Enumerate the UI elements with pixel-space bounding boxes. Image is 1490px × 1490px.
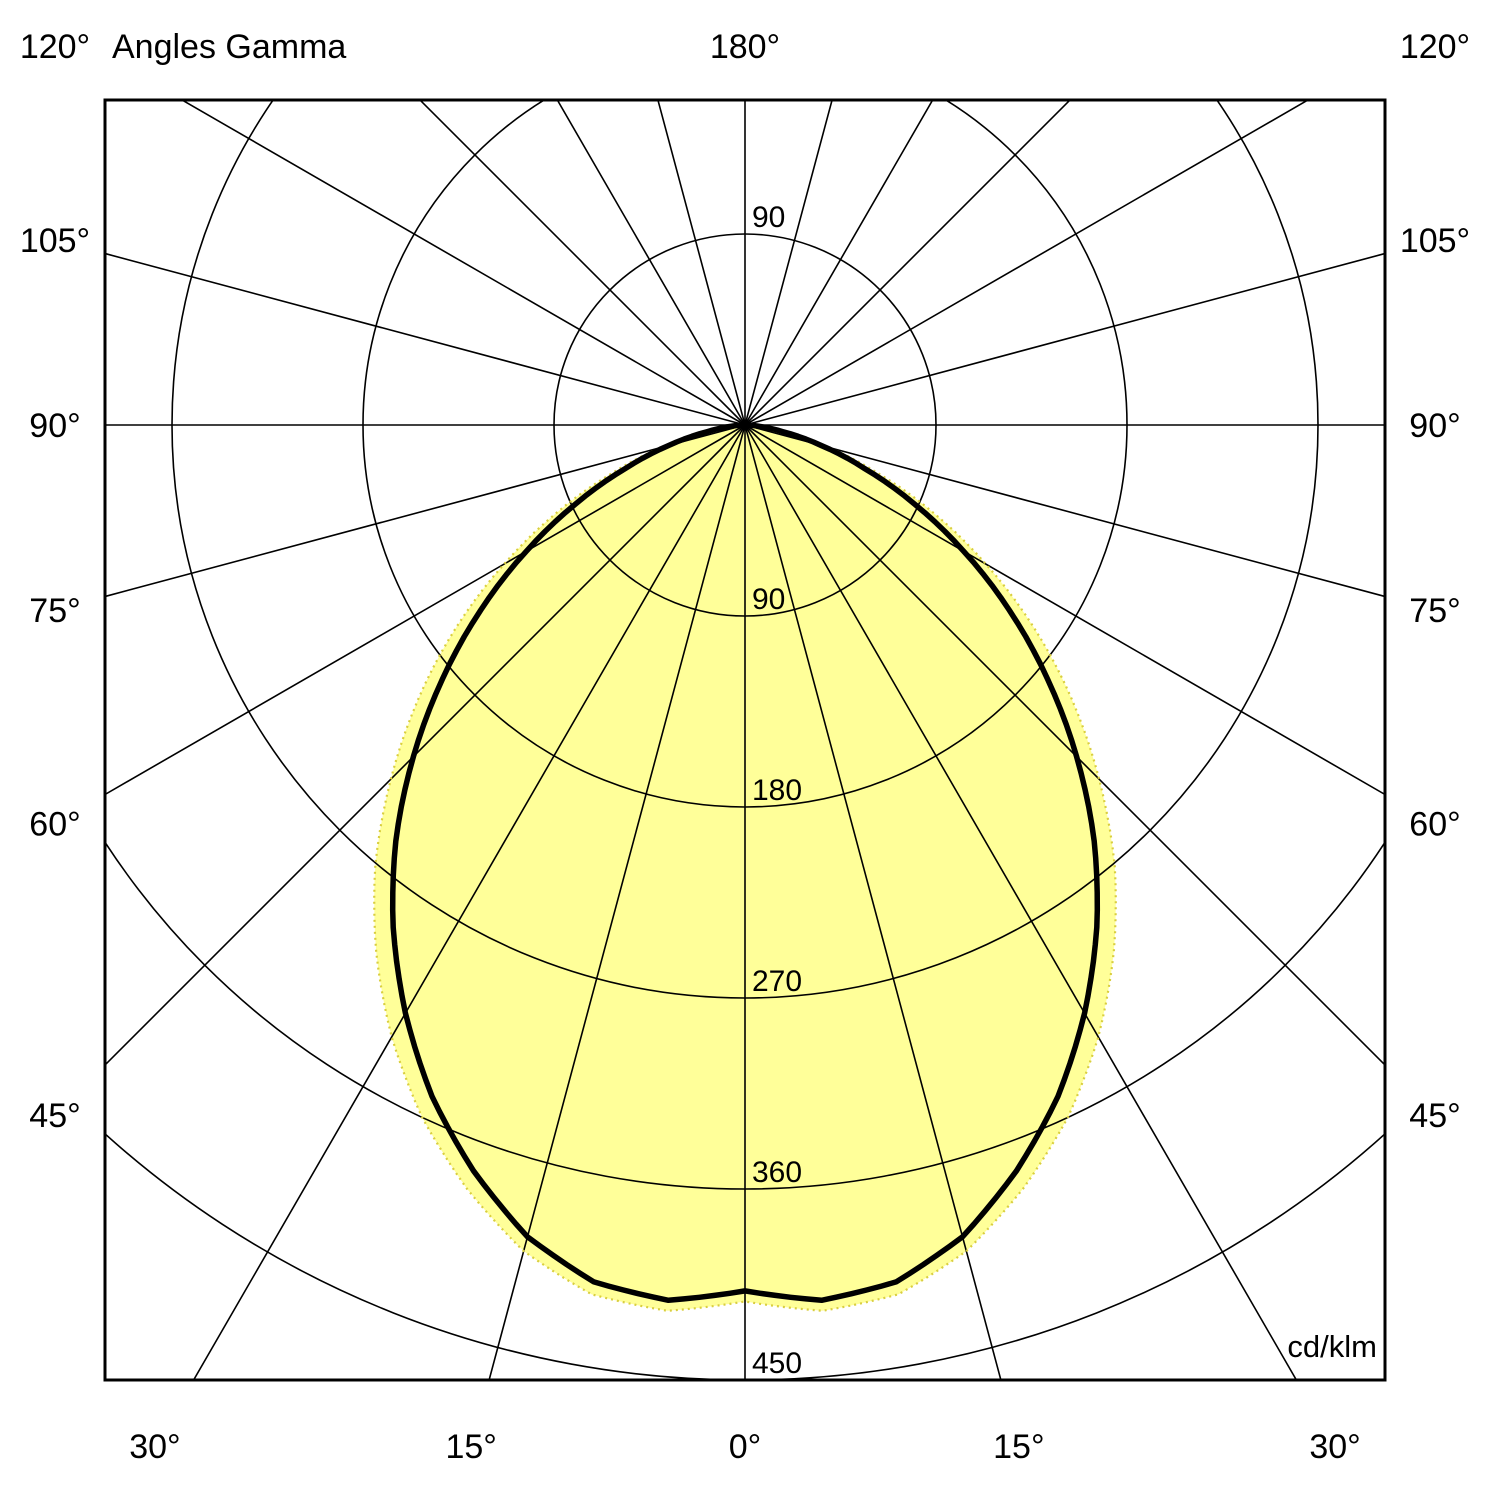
plot-border [103, 98, 1387, 1382]
gamma-label-bottom--15: 15° [445, 1428, 496, 1466]
gamma-label-left-90: 90° [29, 407, 80, 445]
chart-title: Angles Gamma [112, 28, 346, 66]
ring-value-label-above: 90 [752, 201, 785, 234]
polar-grid-radial-line [744, 424, 1002, 1380]
polar-grid-radial-line [180, 100, 746, 426]
polar-grid-radial-line [657, 100, 746, 426]
polar-grid-radial-line [744, 424, 1385, 1067]
polar-grid-radial-line [744, 100, 1310, 426]
ring-value-labels: 90 180 270 360 450 90 [752, 201, 802, 1380]
gamma-label-right-75: 75° [1409, 592, 1460, 630]
polar-grid-radial-line [744, 100, 1072, 426]
gamma-label-120-top-left: 120° [20, 28, 90, 66]
polar-grid-radial-line [744, 252, 1385, 426]
polar-grid-radial-line [556, 100, 746, 426]
gamma-label-right-105: 105° [1400, 222, 1470, 260]
gamma-label-left-75: 75° [29, 592, 80, 630]
polar-grid-radial-line [418, 100, 746, 426]
gamma-label-bottom--30: 30° [129, 1428, 180, 1466]
polar-grid-radial-line [192, 424, 746, 1380]
gamma-label-180-top-center: 180° [710, 28, 780, 66]
gamma-label-bottom-30: 30° [1309, 1428, 1360, 1466]
ring-value-label: 360 [752, 1156, 802, 1189]
polar-grid-radial-line [744, 100, 833, 426]
unit-label: cd/klm [1287, 1329, 1377, 1364]
ring-value-label: 90 [752, 583, 785, 616]
gamma-label-right-45: 45° [1409, 1097, 1460, 1135]
polar-grid-radial-line [105, 424, 746, 598]
gamma-label-bottom-15: 15° [993, 1428, 1044, 1466]
gamma-label-left-60: 60° [29, 805, 80, 843]
gamma-label-bottom-0: 0° [729, 1428, 762, 1466]
ring-value-label: 450 [752, 1347, 802, 1380]
polar-grid-radial-line [105, 424, 746, 796]
ring-value-label: 270 [752, 965, 802, 998]
gamma-label-120-top-right: 120° [1400, 28, 1470, 66]
gamma-axis-labels: 105° 105° 90° 90° 75° 75° 60° 60° 45° 45° 30° 15° 0°… [20, 222, 1470, 1466]
polar-grid-radial-line [744, 100, 934, 426]
gamma-label-right-60: 60° [1409, 805, 1460, 843]
gamma-label-right-90: 90° [1409, 407, 1460, 445]
intensity-curve-c0-solid [389, 422, 1101, 1304]
polar-grid-radial-line [744, 424, 1298, 1380]
polar-grid-radial-line [488, 424, 746, 1380]
polar-grid-radial-line [744, 424, 1385, 796]
intensity-curve-layer [389, 422, 1101, 1304]
gamma-label-left-45: 45° [29, 1097, 80, 1135]
polar-grid-radial-line [744, 424, 1385, 598]
polar-grid-radial-line [105, 424, 746, 1067]
ring-value-label: 180 [752, 774, 802, 807]
gamma-label-left-105: 105° [20, 222, 90, 260]
polar-grid-radial-line [105, 252, 746, 426]
